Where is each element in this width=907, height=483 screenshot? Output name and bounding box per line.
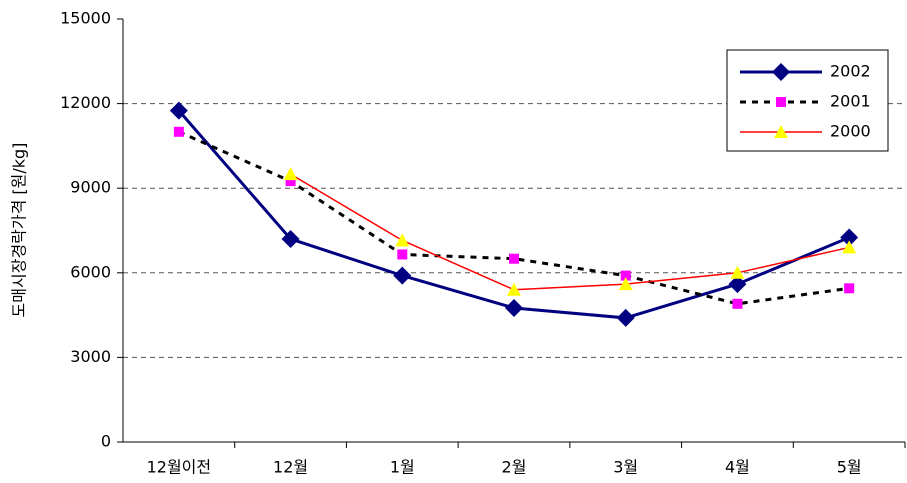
x-tick-label: 1월 xyxy=(390,458,415,477)
marker xyxy=(842,240,857,254)
marker xyxy=(395,233,410,247)
marker xyxy=(281,229,300,248)
legend-label: 2001 xyxy=(830,92,871,111)
marker xyxy=(730,265,745,279)
marker xyxy=(620,270,631,281)
marker xyxy=(173,126,184,137)
y-tick-label: 3000 xyxy=(70,347,111,366)
y-axis-label: 도매시장경락가격 [원/kg] xyxy=(10,143,29,318)
x-tick-label: 4월 xyxy=(725,458,750,477)
marker xyxy=(844,283,855,294)
marker xyxy=(283,167,298,181)
marker xyxy=(732,298,743,309)
y-tick-label: 6000 xyxy=(70,262,111,281)
x-tick-label: 12월 xyxy=(273,458,308,477)
y-tick-label: 12000 xyxy=(60,93,111,112)
marker xyxy=(728,275,747,294)
x-tick-label: 5월 xyxy=(837,458,862,477)
y-tick-label: 0 xyxy=(101,432,111,451)
x-tick-label: 2월 xyxy=(502,458,527,477)
marker xyxy=(397,249,408,260)
marker xyxy=(840,228,859,247)
marker xyxy=(505,299,523,318)
series-line xyxy=(290,173,850,291)
x-tick-label: 3월 xyxy=(613,458,638,477)
x-tick-label: 12월이전 xyxy=(147,458,212,477)
legend: 2002 2001 2000 xyxy=(726,49,889,152)
legend-label: 2002 xyxy=(830,62,871,81)
y-tick-label: 15000 xyxy=(60,9,111,28)
marker xyxy=(507,282,521,296)
y-tick-label: 9000 xyxy=(70,178,111,197)
marker xyxy=(169,101,188,120)
marker xyxy=(772,63,790,81)
marker xyxy=(618,277,633,291)
marker xyxy=(285,176,296,187)
marker xyxy=(616,308,635,327)
marker xyxy=(776,97,786,107)
legend-label: 2000 xyxy=(830,122,871,141)
marker xyxy=(509,253,519,264)
marker xyxy=(774,125,788,138)
marker xyxy=(393,266,412,285)
